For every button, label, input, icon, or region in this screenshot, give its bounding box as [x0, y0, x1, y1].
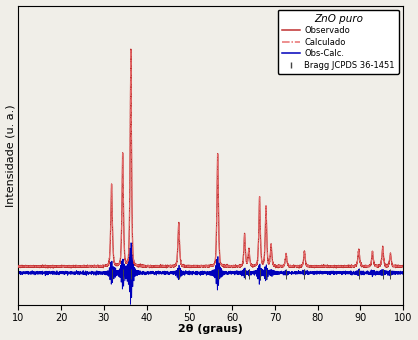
X-axis label: 2θ (graus): 2θ (graus) — [178, 324, 243, 335]
Y-axis label: Intensidade (u. a.): Intensidade (u. a.) — [5, 104, 15, 207]
Legend: Observado, Calculado, Obs-Calc., Bragg JCPDS 36-1451: Observado, Calculado, Obs-Calc., Bragg J… — [278, 10, 399, 74]
